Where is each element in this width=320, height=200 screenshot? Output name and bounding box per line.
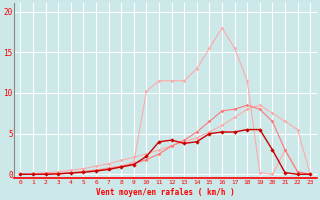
X-axis label: Vent moyen/en rafales ( km/h ): Vent moyen/en rafales ( km/h ) bbox=[96, 188, 235, 197]
